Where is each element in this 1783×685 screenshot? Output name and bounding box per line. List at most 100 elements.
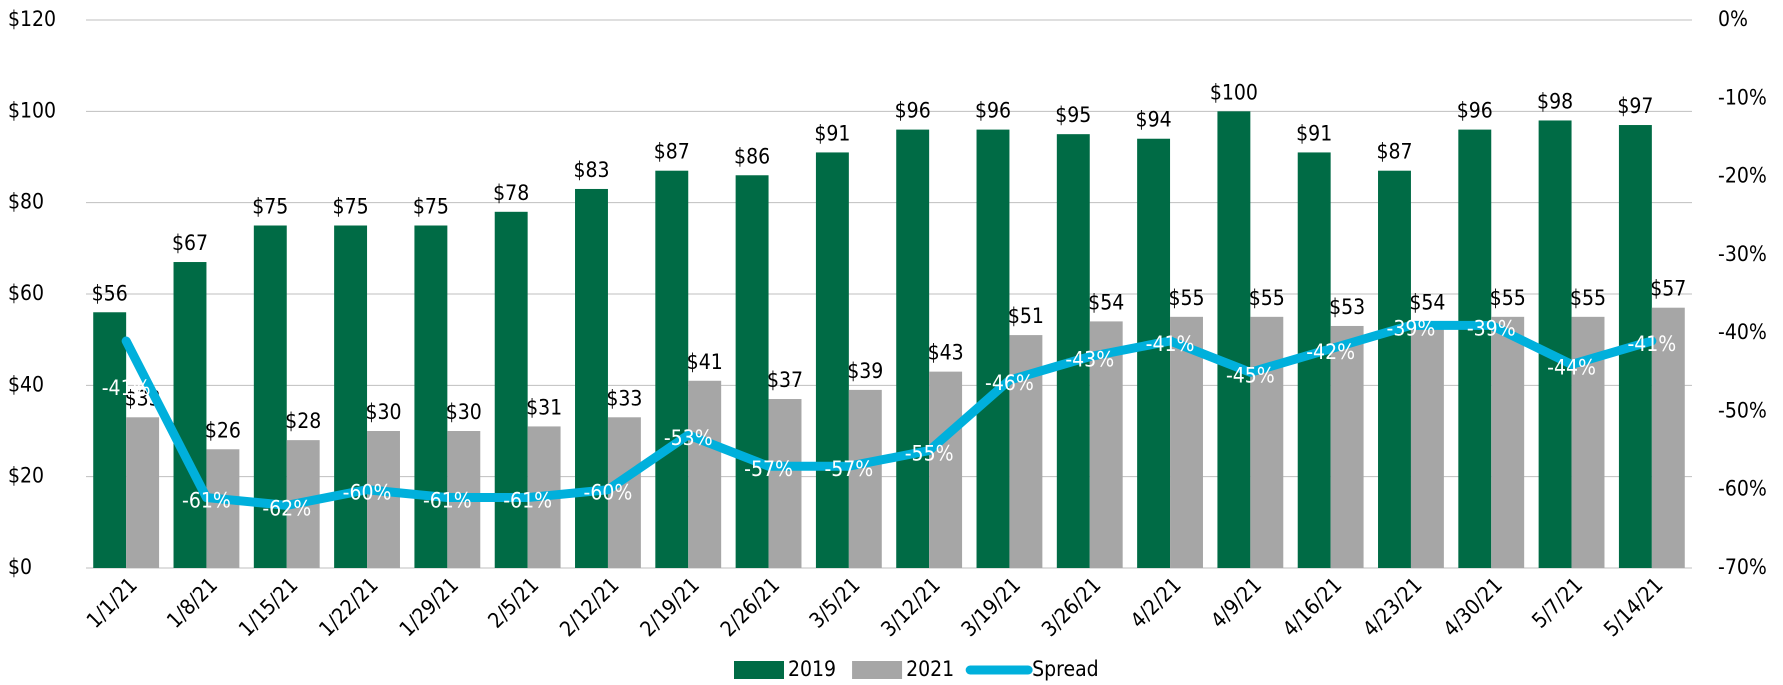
bar	[575, 188, 608, 568]
value-label: $94	[1136, 108, 1172, 132]
value-label: $54	[1409, 290, 1445, 314]
bar	[334, 225, 368, 568]
x-tick-label: 1/22/21	[314, 573, 382, 641]
legend-label: Spread	[1032, 657, 1099, 681]
bar	[815, 152, 849, 568]
value-label: $30	[365, 400, 401, 424]
bar	[1089, 321, 1123, 568]
value-label: $56	[92, 281, 128, 305]
line-label: -41%	[1146, 332, 1195, 356]
bar	[768, 399, 802, 568]
x-tick-label: 3/5/21	[805, 573, 865, 633]
y-tick-label: $60	[8, 281, 44, 305]
value-label: $91	[1296, 121, 1332, 145]
x-tick-label: 2/5/21	[483, 573, 543, 633]
value-label: $55	[1570, 286, 1606, 310]
y2-tick-label: -30%	[1718, 242, 1767, 266]
y2-tick-label: -10%	[1718, 85, 1767, 109]
line-label: -62%	[262, 496, 311, 520]
line-label: -60%	[343, 481, 392, 505]
bar	[1137, 138, 1171, 568]
line-label: -46%	[985, 371, 1034, 395]
legend-label: 2021	[906, 657, 954, 681]
bar	[367, 431, 400, 568]
value-label: $55	[1249, 286, 1285, 310]
bar	[1250, 316, 1284, 568]
x-tick-label: 1/15/21	[234, 573, 302, 641]
x-tick-label: 2/19/21	[636, 573, 704, 641]
value-label: $30	[446, 400, 482, 424]
y-tick-label: $20	[8, 464, 44, 488]
value-label: $57	[1650, 277, 1686, 301]
value-label: $41	[687, 350, 723, 374]
legend-swatch	[734, 661, 784, 679]
line-label: -42%	[1306, 340, 1355, 364]
value-label: $87	[654, 140, 690, 164]
line-label: -41%	[1627, 332, 1676, 356]
value-label: $97	[1617, 94, 1653, 118]
y2-tick-label: 0%	[1718, 7, 1748, 31]
bar	[253, 225, 287, 568]
x-tick-label: 2/12/21	[555, 573, 623, 641]
y-tick-label: $80	[8, 190, 44, 214]
value-label: $51	[1008, 304, 1044, 328]
x-tick-label: 4/23/21	[1358, 573, 1426, 641]
line-label: -39%	[1467, 316, 1516, 340]
x-tick-label: 3/12/21	[876, 573, 944, 641]
bar	[896, 129, 930, 568]
x-tick-label: 5/7/21	[1527, 573, 1587, 633]
bar	[688, 380, 722, 568]
x-tick-label: 2/26/21	[716, 573, 784, 641]
value-label: $39	[847, 359, 883, 383]
bar	[655, 170, 689, 568]
value-label: $37	[767, 368, 803, 392]
value-label: $33	[606, 386, 642, 410]
y-tick-label: $40	[8, 372, 44, 396]
line-label: -53%	[664, 426, 713, 450]
line-label: -55%	[905, 442, 954, 466]
y2-tick-label: -60%	[1718, 477, 1767, 501]
bar	[1330, 325, 1364, 568]
y2-tick-label: -40%	[1718, 320, 1767, 344]
bar	[735, 175, 769, 568]
x-tick-label: 1/29/21	[395, 573, 463, 641]
x-tick-label: 4/30/21	[1439, 573, 1507, 641]
value-label: $55	[1168, 286, 1204, 310]
value-label: $67	[172, 231, 208, 255]
bar	[929, 371, 963, 568]
bar	[173, 262, 207, 568]
y-tick-label: $100	[8, 98, 56, 122]
value-label: $43	[928, 341, 964, 365]
y2-tick-label: -70%	[1718, 555, 1767, 579]
x-tick-label: 3/26/21	[1037, 573, 1105, 641]
bar	[1378, 170, 1411, 568]
value-label: $26	[205, 418, 241, 442]
bar	[1458, 129, 1492, 568]
value-label: $87	[1376, 140, 1412, 164]
value-label: $86	[734, 144, 770, 168]
legend-swatch	[852, 661, 903, 679]
legend-label: 2019	[788, 657, 836, 681]
bar	[93, 312, 127, 568]
line-label: -57%	[744, 457, 793, 481]
value-label: $96	[895, 99, 931, 123]
bar	[1538, 120, 1572, 568]
x-tick-label: 4/2/21	[1126, 573, 1186, 633]
value-label: $98	[1537, 89, 1573, 113]
value-label: $75	[333, 195, 369, 219]
bar	[1056, 134, 1090, 568]
bar	[1410, 321, 1444, 568]
y-tick-label: $120	[8, 7, 56, 31]
line	[121, 320, 1657, 510]
bar	[607, 417, 641, 568]
bar	[1651, 307, 1685, 568]
line-label: -61%	[182, 489, 231, 513]
bar	[414, 225, 448, 568]
line-label: -44%	[1547, 355, 1596, 379]
bar	[976, 129, 1010, 568]
bar	[848, 389, 882, 568]
value-label: $28	[285, 409, 321, 433]
bar	[1170, 316, 1203, 568]
value-label: $83	[573, 158, 609, 182]
y-tick-label: $0	[8, 555, 32, 579]
